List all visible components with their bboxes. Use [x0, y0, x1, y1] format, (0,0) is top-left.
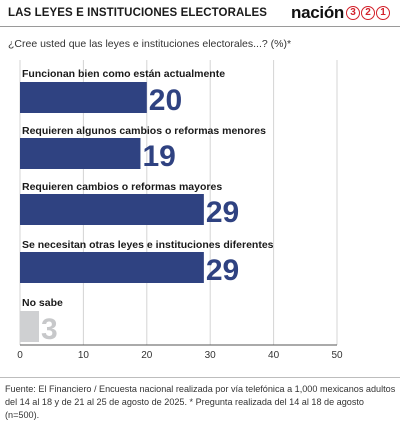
bar-chart: Funcionan bien como están actualmente 20 R…	[17, 60, 343, 361]
survey-question: ¿Cree usted que las leyes e institucione…	[8, 38, 292, 50]
x-tick-label-10: 10	[78, 350, 90, 361]
chart-header: LAS LEYES E INSTITUCIONES ELECTORALES na…	[0, 0, 400, 26]
value-label-2: 19	[142, 140, 175, 173]
source-note: Fuente: El Financiero / Encuesta naciona…	[5, 384, 396, 420]
value-label-4: 29	[206, 254, 239, 287]
header-divider	[0, 26, 400, 27]
brand-digit-1: 3	[346, 6, 360, 20]
x-tick-label-50: 50	[331, 350, 343, 361]
x-tick-label-30: 30	[205, 350, 217, 361]
category-label-1: Funcionan bien como están actualmente	[22, 68, 225, 80]
bar-2	[20, 138, 141, 169]
brand-logo: nación 3 2 1	[291, 3, 390, 22]
value-label-1: 20	[149, 84, 182, 117]
x-tick-label-40: 40	[268, 350, 280, 361]
category-label-3: Requieren cambios o reformas mayores	[22, 181, 222, 193]
bar-3	[20, 194, 204, 225]
chart-title: LAS LEYES E INSTITUCIONES ELECTORALES	[8, 7, 268, 19]
value-label-5: 3	[41, 313, 58, 346]
value-label-3: 29	[206, 196, 239, 229]
x-tick-label-20: 20	[141, 350, 153, 361]
brand-digit-3: 1	[376, 6, 390, 20]
bar-4	[20, 252, 204, 283]
category-label-2: Requieren algunos cambios o reformas men…	[22, 125, 266, 137]
footer-divider	[0, 377, 400, 378]
brand-wordmark: nación	[291, 3, 344, 22]
category-label-5: No sabe	[22, 297, 63, 309]
brand-digit-2: 2	[361, 6, 375, 20]
bar-5	[20, 311, 40, 342]
bar-1	[20, 82, 147, 113]
category-label-4: Se necesitan otras leyes e instituciones…	[22, 239, 274, 251]
x-tick-label-0: 0	[17, 350, 23, 361]
